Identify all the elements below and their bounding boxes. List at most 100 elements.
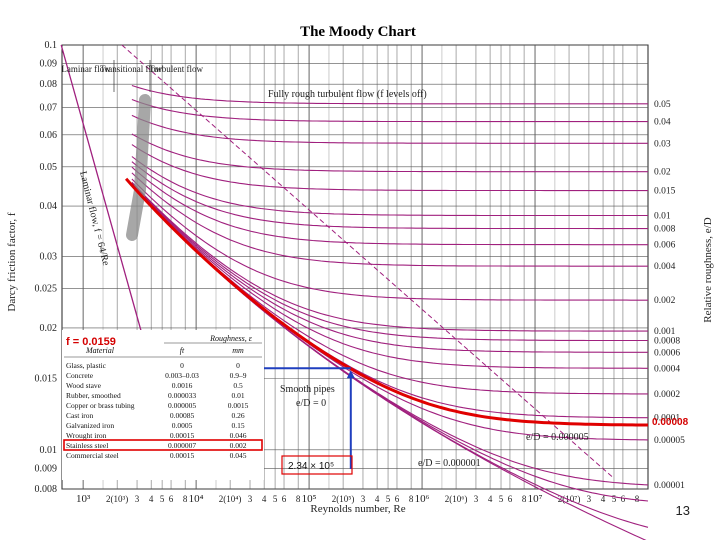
- table-cell: 0.003–0.03: [165, 371, 199, 380]
- x-tick-label: 4: [262, 494, 267, 504]
- fully-rough-boundary: [121, 44, 615, 479]
- highlight-roughness-label: 0.00008: [652, 417, 689, 428]
- y-tick-label: 0.1: [45, 40, 58, 51]
- roughness-tick-label: 0.01: [654, 212, 671, 222]
- x-tick-label: 2(10⁶): [445, 494, 468, 504]
- table-col-material: Material: [85, 346, 115, 355]
- x-tick-label: 5: [160, 494, 165, 504]
- ed-1e6-label: e/D = 0.000001: [418, 458, 481, 469]
- regime-laminar: Laminar flow: [61, 64, 111, 74]
- roughness-tick-label: 0.04: [654, 118, 671, 128]
- table-cell: 0.000033: [168, 391, 196, 400]
- roughness-curve: [131, 144, 648, 192]
- roughness-tick-label: 0.015: [654, 187, 676, 197]
- table-cell: Cast iron: [66, 411, 94, 420]
- y-tick-label: 0.015: [35, 373, 58, 384]
- y-tick-label: 0.04: [40, 201, 58, 212]
- roughness-curve: [131, 182, 648, 342]
- x-tick-label: 3: [361, 494, 366, 504]
- table-cell: 0.000007: [168, 441, 196, 450]
- table-col-mm: mm: [232, 346, 244, 355]
- x-tick-label: 5: [612, 494, 617, 504]
- roughness-tick-label: 0.008: [654, 225, 676, 235]
- roughness-tick-label: 0.00005: [654, 436, 685, 446]
- chart-title: The Moody Chart: [300, 24, 416, 40]
- table-cell: 0.5: [233, 381, 243, 390]
- table-cell: 0.002: [230, 441, 247, 450]
- roughness-curve: [131, 114, 648, 144]
- y-tick-label: 0.03: [40, 252, 58, 263]
- y-tick-label: 0.05: [40, 162, 58, 173]
- table-cell: 0.0005: [172, 421, 193, 430]
- roughness-curve: [131, 181, 648, 332]
- x-tick-label: 8: [635, 494, 640, 504]
- x-tick-label: 5: [499, 494, 504, 504]
- x-tick-label: 3: [135, 494, 140, 504]
- roughness-curve: [131, 183, 648, 353]
- x-tick-label: 8: [409, 494, 414, 504]
- table-cell: Galvanized iron: [66, 421, 114, 430]
- y-tick-label: 0.02: [40, 323, 58, 334]
- roughness-tick-label: 0.006: [654, 241, 676, 251]
- table-cell: 0.000005: [168, 401, 196, 410]
- table-cell: Copper or brass tubing: [66, 401, 135, 410]
- x-tick-label: 2(10⁷): [558, 494, 581, 504]
- table-cell: 0.00015: [170, 451, 195, 460]
- y-tick-label: 0.07: [40, 103, 58, 114]
- x-tick-label: 8: [296, 494, 301, 504]
- f-value-label: f = 0.0159: [66, 336, 116, 348]
- transition-band: [126, 94, 151, 241]
- roughness-tick-label: 0.05: [654, 100, 671, 110]
- roughness-tick-label: 0.002: [654, 296, 676, 306]
- roughness-curve: [131, 133, 648, 173]
- x-tick-label: 6: [621, 494, 626, 504]
- x-axis-label: Reynolds number, Re: [310, 503, 405, 515]
- table-cell: Stainless steel: [66, 441, 108, 450]
- x-tick-label: 8: [522, 494, 527, 504]
- table-cell: 0: [180, 361, 184, 370]
- smooth-ed-label: e/D = 0: [296, 398, 326, 409]
- highlighted-curve: [124, 177, 648, 427]
- highlighted-table-row: [63, 439, 263, 451]
- roughness-curve: [131, 183, 648, 369]
- roughness-tick-label: 0.0004: [654, 364, 680, 374]
- roughness-tick-label: 0.0001: [654, 414, 680, 424]
- x-tick-label: 4: [601, 494, 606, 504]
- x-tick-label: 3: [474, 494, 479, 504]
- table-cell: Wood stave: [66, 381, 102, 390]
- x-tick-label: 2(10⁵): [332, 494, 355, 504]
- roughness-curve: [131, 84, 648, 105]
- ed-5e6-label: e/D = 0.000005: [526, 432, 589, 443]
- table-cell: 0.045: [230, 451, 247, 460]
- y-tick-label: 0.08: [40, 79, 58, 90]
- x-tick-label: 3: [248, 494, 253, 504]
- table-cell: Glass, plastic: [66, 361, 107, 370]
- x-tick-label: 4: [149, 494, 154, 504]
- roughness-tick-label: 0.03: [654, 139, 671, 149]
- roughness-tick-label: 0.004: [654, 262, 676, 272]
- table-cell: Concrete: [66, 371, 94, 380]
- table-bg: [62, 330, 264, 480]
- table-cell: 0.9–9: [230, 371, 247, 380]
- table-cell: 0.0015: [228, 401, 249, 410]
- roughness-tick-label: 0.0006: [654, 348, 680, 358]
- table-cell: 0.00015: [170, 431, 195, 440]
- table-title: Roughness, ε: [209, 334, 253, 343]
- table-cell: 0.0016: [172, 381, 193, 390]
- table-cell: Rubber, smoothed: [66, 391, 121, 400]
- right-axis-label: Relative roughness, e/D: [702, 217, 714, 322]
- x-tick-label: 6: [395, 494, 400, 504]
- table-cell: Wrought iron: [66, 431, 107, 440]
- roughness-curve: [131, 161, 648, 230]
- x-tick-label: 8: [183, 494, 188, 504]
- roughness-curve: [131, 166, 648, 246]
- roughness-curve: [131, 178, 648, 301]
- roughness-tick-label: 0.0002: [654, 390, 680, 400]
- table-cell: 0.26: [231, 411, 244, 420]
- table-cell: 0.00085: [170, 411, 195, 420]
- table-cell: 0: [236, 361, 240, 370]
- reynolds-value-label: 2.34 × 10⁵: [288, 461, 334, 472]
- x-tick-label: 5: [386, 494, 391, 504]
- x-tick-label: 10⁷: [528, 493, 543, 505]
